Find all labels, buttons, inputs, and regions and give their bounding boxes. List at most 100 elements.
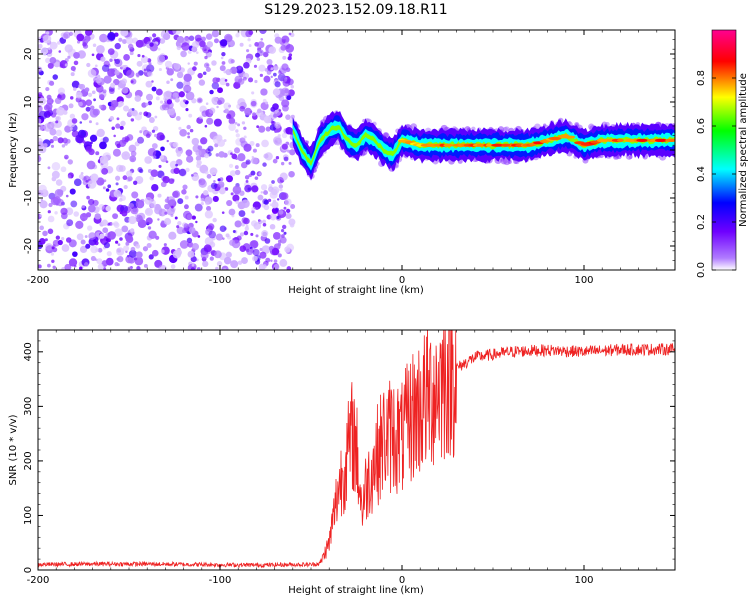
noise-blob	[219, 39, 228, 47]
noise-blob	[255, 52, 260, 58]
noise-blob	[176, 81, 184, 89]
snr-xtick-label: 100	[574, 575, 593, 586]
noise-blob	[151, 86, 157, 92]
ridge-core	[491, 143, 504, 147]
noise-blob	[47, 228, 54, 235]
noise-blob	[213, 118, 222, 127]
noise-blob	[186, 214, 193, 220]
heatmap-ytick-label: 0	[23, 147, 34, 153]
noise-blob	[256, 125, 260, 129]
noise-blob	[188, 113, 193, 118]
noise-blob	[50, 144, 55, 148]
noise-blob	[67, 159, 73, 165]
noise-blob	[199, 40, 206, 48]
noise-blob	[87, 198, 95, 206]
noise-blob	[79, 245, 88, 254]
noise-blob	[49, 41, 58, 50]
noise-blob	[115, 240, 119, 244]
noise-blob	[154, 134, 158, 138]
noise-blob	[65, 194, 69, 198]
noise-blob	[186, 124, 191, 130]
noise-blob	[57, 239, 63, 246]
noise-blob	[113, 134, 116, 138]
noise-blob	[116, 257, 120, 261]
noise-blob	[271, 188, 278, 196]
colorbar-tick-label: 0.4	[696, 166, 707, 182]
noise-blob	[55, 115, 62, 122]
noise-blob	[202, 190, 209, 196]
noise-blob	[221, 211, 225, 214]
noise-blob	[51, 259, 55, 263]
noise-blob	[129, 51, 134, 56]
noise-blob	[275, 156, 280, 160]
noise-blob	[212, 195, 219, 203]
noise-blob	[52, 265, 56, 270]
noise-blob	[256, 57, 261, 61]
noise-blob	[182, 184, 188, 190]
noise-blob	[280, 44, 287, 51]
noise-blob	[128, 249, 137, 258]
noise-blob	[48, 47, 51, 50]
noise-blob	[200, 197, 205, 202]
noise-blob	[52, 196, 61, 205]
noise-blob	[226, 113, 232, 120]
noise-blob	[68, 31, 74, 37]
noise-blob	[196, 159, 202, 166]
noise-blob	[93, 98, 96, 102]
noise-blob	[106, 251, 112, 257]
noise-blob	[99, 155, 109, 164]
noise-blob	[172, 141, 179, 148]
noise-blob	[268, 46, 277, 54]
noise-blob	[39, 200, 48, 209]
noise-blob	[157, 54, 166, 63]
noise-blob	[273, 113, 278, 118]
noise-blob	[55, 235, 60, 240]
noise-blob	[73, 51, 80, 59]
noise-blob	[282, 55, 287, 60]
noise-blob	[172, 250, 182, 259]
noise-blob	[232, 194, 240, 202]
noise-blob	[101, 219, 109, 226]
noise-blob	[125, 241, 130, 246]
noise-blob	[169, 160, 178, 169]
noise-blob	[175, 163, 178, 167]
noise-blob	[193, 61, 198, 66]
noise-blob	[170, 264, 176, 269]
noise-blob	[70, 200, 78, 208]
noise-blob	[183, 99, 187, 103]
noise-blob	[163, 243, 167, 247]
noise-blob	[95, 248, 99, 252]
noise-blob	[147, 226, 152, 230]
noise-blob	[39, 225, 45, 231]
noise-blob	[47, 215, 55, 223]
noise-blob	[86, 62, 91, 68]
noise-blob	[265, 126, 271, 132]
noise-blob	[237, 30, 241, 34]
noise-blob	[111, 126, 115, 131]
noise-blob	[285, 208, 291, 214]
noise-blob	[143, 263, 148, 268]
noise-blob	[126, 170, 133, 177]
noise-blob	[135, 72, 140, 77]
noise-blob	[218, 151, 225, 158]
noise-blob	[127, 43, 134, 50]
ridge-halo	[290, 114, 295, 119]
noise-blob	[196, 97, 203, 104]
noise-blob	[181, 42, 190, 51]
noise-blob	[42, 34, 52, 44]
snr-ylabel: SNR (10 * v/v)	[8, 414, 19, 485]
noise-blob	[148, 117, 155, 123]
noise-blob	[131, 107, 135, 111]
noise-blob	[262, 264, 267, 269]
ridge-core	[597, 138, 611, 142]
noise-blob	[120, 30, 129, 37]
noise-blob	[128, 144, 137, 153]
noise-blob	[45, 86, 50, 92]
noise-blob	[113, 221, 119, 227]
noise-blob	[154, 203, 161, 211]
noise-blob	[259, 247, 263, 252]
noise-blob	[57, 189, 64, 196]
noise-blob	[79, 266, 83, 270]
noise-blob	[69, 127, 73, 131]
noise-blob	[278, 209, 284, 215]
